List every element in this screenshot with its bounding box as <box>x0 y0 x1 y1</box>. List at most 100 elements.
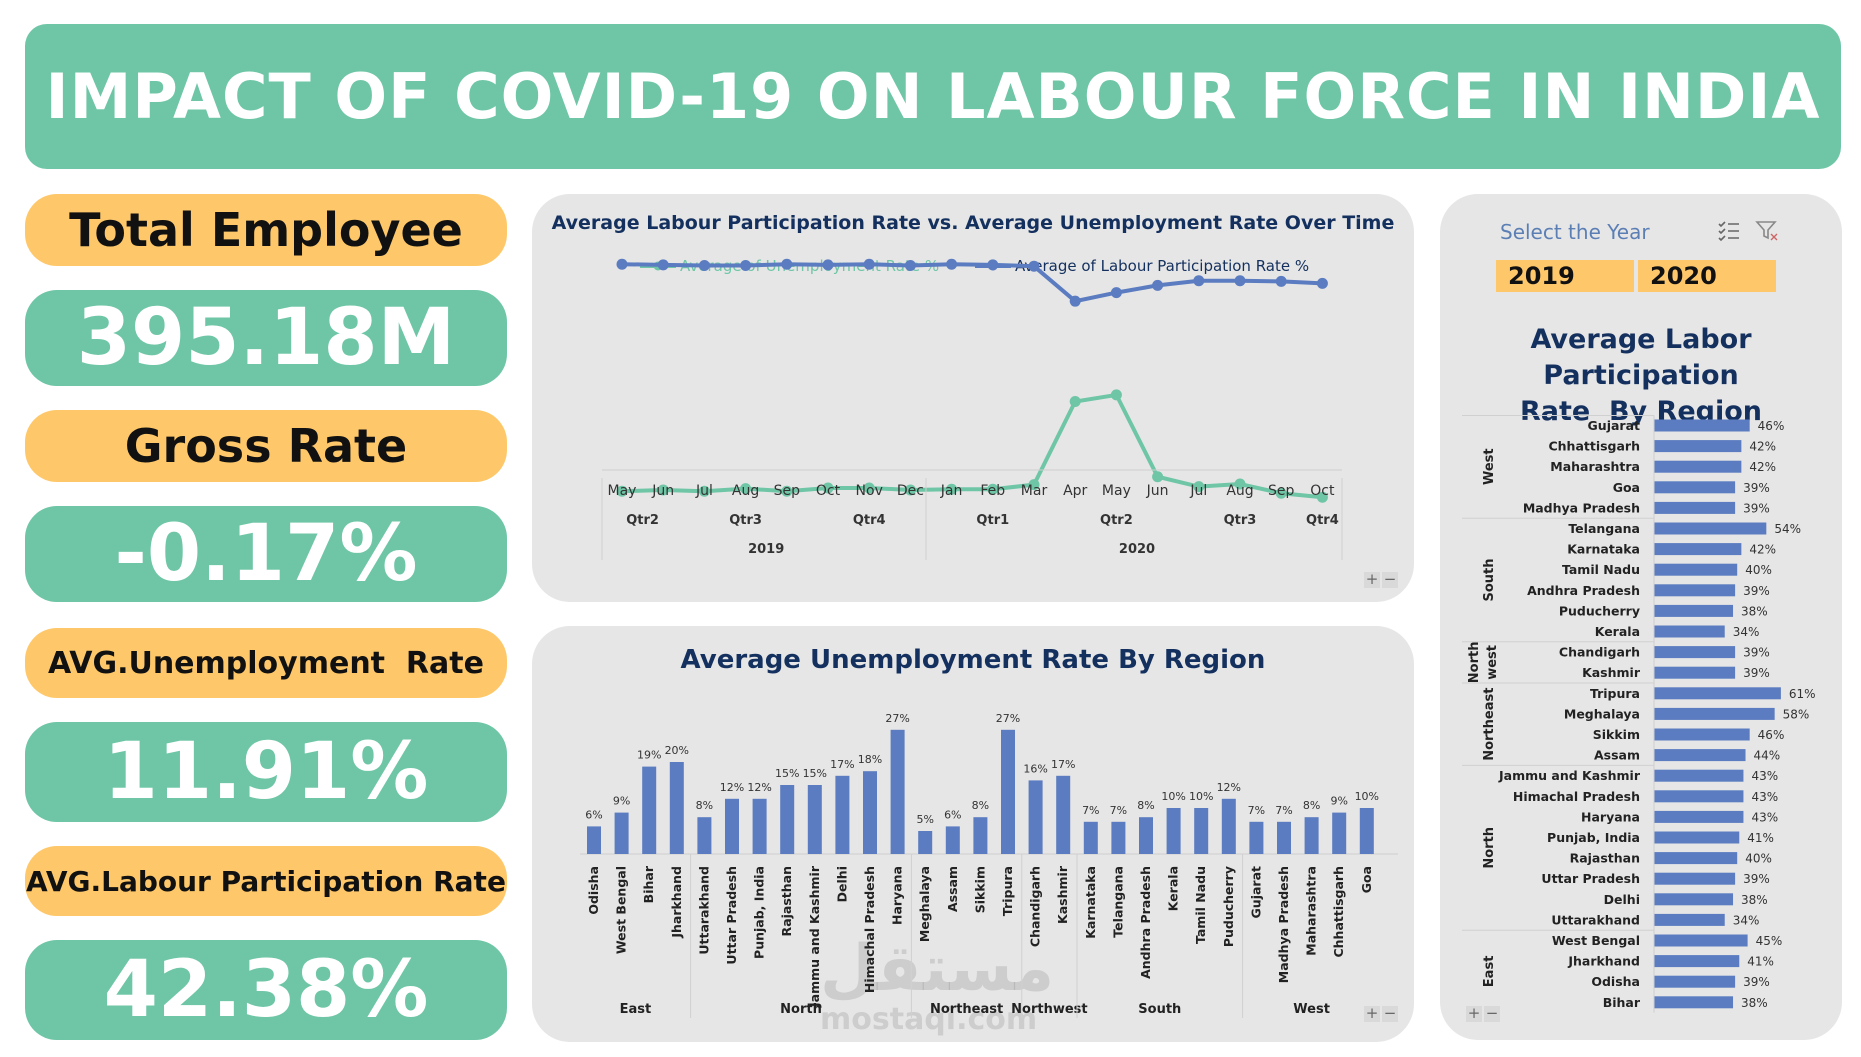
data-point <box>1110 287 1122 299</box>
group-label: North <box>1482 827 1497 869</box>
x-tick-label: Feb <box>980 483 1005 499</box>
data-point <box>863 258 875 270</box>
category-label: Jharkhand <box>1567 954 1640 969</box>
category-label: Chhattisgarh <box>1548 439 1640 454</box>
category-label: Bihar <box>1603 995 1641 1010</box>
labor-region-panel <box>1440 194 1842 1040</box>
data-label: 19% <box>637 749 661 762</box>
data-point <box>1316 277 1328 289</box>
data-label: 43% <box>1751 790 1778 804</box>
hbar-chart-zoom-controls: + − <box>1466 1006 1500 1022</box>
bar <box>1654 955 1740 968</box>
data-point <box>781 485 793 497</box>
bar <box>1654 501 1736 514</box>
group-label: East <box>620 1002 652 1017</box>
group-label: Northeast <box>930 1002 1003 1017</box>
bar <box>642 766 657 854</box>
year-button-2019[interactable]: 2019 <box>1496 260 1634 292</box>
gross-rate-label: Gross Rate <box>124 419 408 473</box>
clear-filter-icon[interactable] <box>1754 218 1780 244</box>
bar <box>1654 810 1744 823</box>
bar <box>1654 419 1750 432</box>
category-label: Punjab, India <box>752 866 767 959</box>
year-button-2020[interactable]: 2020 <box>1638 260 1776 292</box>
category-label: Telangana <box>1568 521 1640 536</box>
bar <box>1654 666 1736 679</box>
category-label: Rajasthan <box>1570 851 1640 866</box>
watermark-logo: مستقل <box>820 932 1055 1006</box>
data-point <box>616 485 628 497</box>
quarter-label: Qtr4 <box>853 513 886 528</box>
quarter-label: Qtr2 <box>626 513 659 528</box>
zoom-out-button[interactable]: − <box>1382 570 1398 588</box>
category-label: Himachal Pradesh <box>1513 789 1640 804</box>
data-label: 7% <box>1275 804 1292 817</box>
data-label: 17% <box>1051 758 1075 771</box>
zoom-out-button[interactable]: − <box>1382 1004 1398 1022</box>
bar <box>1654 934 1748 947</box>
x-tick-label: Nov <box>856 483 883 499</box>
data-point <box>657 259 669 271</box>
bar <box>780 785 795 854</box>
bar <box>1221 798 1236 854</box>
bar <box>1654 687 1781 700</box>
data-point <box>740 260 752 272</box>
bar <box>1001 729 1015 854</box>
multi-select-icon[interactable] <box>1716 218 1742 244</box>
data-label: 5% <box>916 813 933 826</box>
category-label: Meghalaya <box>917 866 932 942</box>
data-point <box>987 483 999 495</box>
category-label: Puducherry <box>1559 603 1640 618</box>
bar-chart-title: Average Unemployment Rate By Region <box>681 645 1266 675</box>
category-label: Puducherry <box>1221 866 1236 947</box>
category-label: Karnataka <box>1083 866 1098 939</box>
x-tick-label: Oct <box>1310 483 1335 499</box>
bar <box>1654 707 1775 720</box>
data-label: 39% <box>1743 584 1770 598</box>
bar <box>1249 821 1264 854</box>
bar <box>752 798 767 854</box>
group-label: Northeast <box>1482 688 1497 761</box>
quarter-label: Qtr4 <box>1306 513 1339 528</box>
category-label: Jammu and Kashmir <box>807 865 822 1008</box>
x-tick-label: Jul <box>1189 483 1207 499</box>
data-label: 7% <box>1248 804 1265 817</box>
data-label: 40% <box>1745 852 1772 866</box>
category-label: Meghalaya <box>1564 706 1640 721</box>
category-label: Tripura <box>1000 866 1015 916</box>
category-label: Chandigarh <box>1028 866 1043 947</box>
data-label: 38% <box>1741 996 1768 1010</box>
data-label: 20% <box>665 744 689 757</box>
series-line-0 <box>621 392 1323 500</box>
line-chart-panel <box>532 194 1414 602</box>
data-label: 38% <box>1741 893 1768 907</box>
year-label: 2019 <box>748 542 784 557</box>
bar <box>1654 481 1736 494</box>
series-line-1 <box>621 262 1323 304</box>
bar <box>1111 821 1126 854</box>
watermark-domain: mostaqi.com <box>820 1002 1038 1037</box>
bar <box>918 831 933 854</box>
zoom-in-button[interactable]: + <box>1466 1004 1482 1022</box>
data-point <box>616 258 628 270</box>
zoom-in-button[interactable]: + <box>1364 1004 1380 1022</box>
category-label: Bihar <box>641 865 656 903</box>
zoom-in-button[interactable]: + <box>1364 570 1380 588</box>
total-employee-value-card: 395.18M <box>25 290 507 386</box>
category-label: Goa <box>1613 480 1640 495</box>
category-label: Maharashtra <box>1550 459 1640 474</box>
bar <box>1332 812 1347 854</box>
category-label: Uttar Pradesh <box>1541 871 1640 886</box>
category-label: Goa <box>1359 866 1374 893</box>
data-label: 9% <box>613 795 630 808</box>
data-label: 17% <box>830 758 854 771</box>
zoom-out-button[interactable]: − <box>1484 1004 1500 1022</box>
data-point <box>657 484 669 496</box>
data-point <box>822 482 834 494</box>
category-label: Assam <box>945 866 960 912</box>
page-title: IMPACT OF COVID-19 ON LABOUR FORCE IN IN… <box>45 60 1821 133</box>
gross-rate-value: -0.17% <box>114 509 418 599</box>
data-point <box>946 483 958 495</box>
bar <box>1654 831 1740 844</box>
